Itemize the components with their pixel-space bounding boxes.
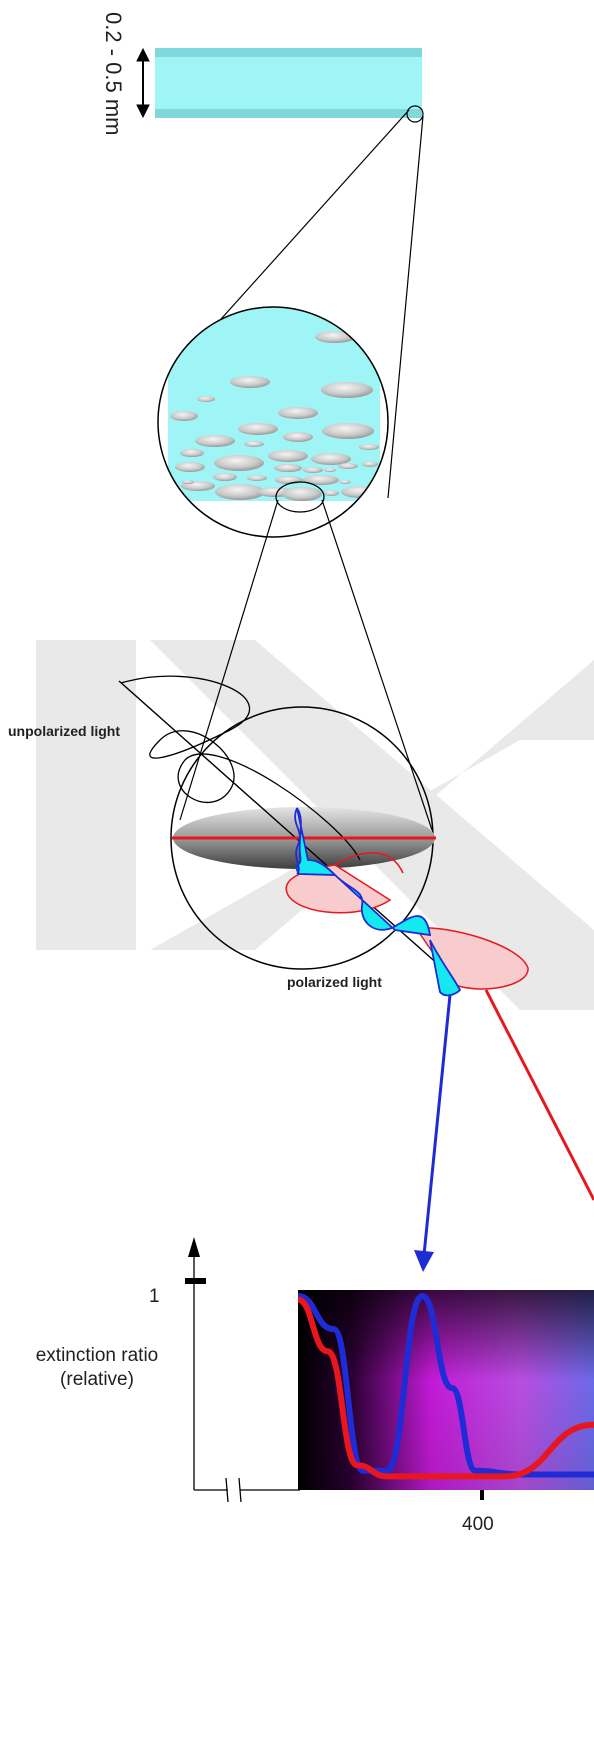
particle	[311, 453, 351, 465]
zoom-lines-2	[179, 499, 433, 831]
particle	[197, 396, 215, 402]
particle	[170, 411, 198, 421]
particle	[215, 484, 265, 500]
particle	[338, 463, 358, 469]
particle	[213, 473, 237, 481]
particle	[321, 382, 373, 398]
particle	[282, 487, 322, 501]
particle-magnifier	[275, 481, 325, 513]
particle	[359, 444, 379, 450]
particle	[283, 432, 313, 442]
particle	[362, 461, 378, 467]
particle	[322, 423, 374, 439]
y-axis-label-2: (relative)	[60, 1369, 134, 1390]
particle	[180, 449, 204, 457]
particle	[247, 475, 267, 481]
particle	[303, 475, 339, 485]
y-tick-label: 1	[149, 1286, 160, 1307]
zoom-circle	[157, 306, 389, 538]
particle	[230, 376, 270, 388]
series-red-line	[298, 1296, 594, 1480]
x-tick-label: 400	[462, 1514, 494, 1535]
thickness-arrow	[136, 47, 150, 119]
particle	[275, 476, 303, 484]
particle	[195, 435, 235, 447]
polarized-label: polarized light	[287, 974, 382, 990]
red-arrow	[484, 989, 594, 1201]
blue-arrow	[414, 994, 452, 1272]
particle	[268, 450, 308, 462]
particle	[315, 331, 355, 343]
particle	[244, 441, 264, 447]
glass-plate	[155, 48, 422, 118]
y-axis-label-1: extinction ratio	[36, 1345, 159, 1366]
particle	[323, 490, 339, 496]
unpolarized-label: unpolarized light	[8, 723, 120, 739]
particle	[238, 423, 278, 435]
zoom-lines-1	[203, 109, 424, 499]
unpolarized-wave	[120, 675, 361, 861]
particle	[339, 480, 351, 484]
thickness-label: 0.2 - 0.5 mm	[101, 12, 126, 135]
blue-wave	[294, 807, 462, 997]
particle	[303, 467, 323, 473]
plate-magnifier	[406, 105, 424, 123]
series-blue-line	[298, 1292, 594, 1478]
particle	[324, 468, 336, 472]
particle	[175, 462, 205, 472]
y-axis	[185, 1237, 206, 1490]
particle	[274, 464, 302, 472]
particle	[182, 480, 194, 484]
particle	[278, 407, 318, 419]
spectrum-plot	[298, 1290, 594, 1490]
particle	[214, 455, 264, 471]
